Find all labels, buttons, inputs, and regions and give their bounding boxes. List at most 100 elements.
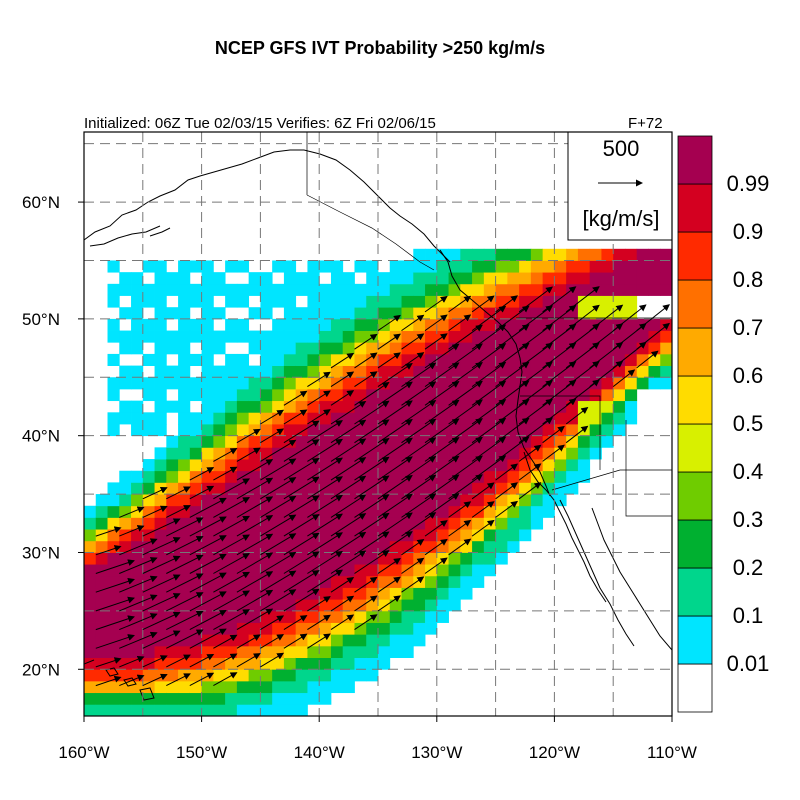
- ivt-vector-arrow: [189, 553, 227, 574]
- probability-cell: [189, 283, 202, 296]
- probability-cell: [566, 248, 579, 261]
- ivt-vector-arrow: [166, 505, 191, 518]
- probability-cell: [201, 669, 214, 682]
- ivt-vector-arrow: [518, 323, 554, 350]
- probability-cell: [272, 599, 285, 612]
- ivt-vector-arrow: [354, 456, 390, 481]
- probability-cell: [225, 377, 238, 390]
- probability-cell: [483, 260, 496, 273]
- probability-cell: [378, 307, 391, 320]
- probability-cell: [366, 330, 379, 343]
- ivt-vector-arrow: [542, 398, 577, 425]
- ivt-vector-arrow: [542, 342, 577, 369]
- probability-cell: [436, 529, 449, 542]
- ivt-vector-arrow: [213, 534, 250, 556]
- ivt-vector-arrow: [283, 633, 308, 649]
- probability-cell: [107, 482, 120, 495]
- alaska-panhandle-border: [306, 194, 435, 271]
- probability-cell: [283, 622, 297, 635]
- probability-cell: [95, 529, 108, 542]
- probability-cell: [107, 517, 120, 530]
- probability-cell: [260, 400, 273, 413]
- colorbar-label: 0.6: [733, 363, 764, 388]
- probability-cell: [378, 342, 391, 355]
- probability-cell: [236, 587, 250, 600]
- probability-cell: [342, 587, 355, 600]
- probability-cell: [225, 400, 238, 413]
- probability-cell: [542, 447, 555, 460]
- ivt-vector-arrow: [377, 475, 413, 500]
- probability-cell: [283, 680, 297, 694]
- probability-cell: [307, 517, 320, 530]
- probability-cell: [519, 505, 532, 518]
- probability-cell: [660, 365, 672, 378]
- probability-cell: [107, 634, 120, 647]
- probability-cell: [354, 634, 367, 647]
- probability-cell: [201, 470, 214, 483]
- ivt-vector-arrow: [542, 379, 577, 406]
- probability-cell: [178, 540, 191, 553]
- probability-cell: [283, 657, 297, 670]
- probability-cell: [378, 353, 391, 366]
- probability-cell: [295, 272, 308, 285]
- probability-cell: [178, 505, 191, 518]
- colorbar-label: 0.2: [733, 555, 764, 580]
- probability-cell: [413, 342, 426, 355]
- probability-cell: [413, 529, 426, 542]
- probability-cell: [436, 564, 449, 577]
- probability-cell: [319, 587, 332, 600]
- probability-cell: [154, 342, 167, 355]
- probability-cell: [624, 248, 638, 261]
- probability-cell: [142, 482, 155, 495]
- ivt-vector-arrow: [330, 457, 367, 481]
- ivt-vector-arrow: [401, 400, 437, 425]
- probability-cell: [201, 459, 214, 472]
- probability-cell: [131, 295, 144, 308]
- ivt-vector-arrow: [471, 501, 495, 518]
- probability-cell: [401, 575, 414, 588]
- probability-cell: [295, 540, 308, 553]
- probability-cell: [589, 307, 602, 320]
- ivt-vector-arrow: [283, 457, 320, 481]
- ivt-vector-arrow: [260, 458, 297, 481]
- probability-cell: [472, 388, 485, 402]
- ivt-vector-arrow: [495, 342, 530, 369]
- probability-cell: [472, 424, 485, 437]
- probability-cell: [366, 587, 379, 600]
- probability-cell: [507, 505, 520, 518]
- probability-cell: [624, 353, 638, 366]
- probability-cell: [295, 599, 308, 612]
- ivt-vector-arrow: [495, 305, 530, 332]
- probability-cell: [624, 400, 638, 413]
- probability-cell: [413, 447, 426, 460]
- probability-cell: [495, 248, 508, 261]
- ivt-vector-arrow: [354, 352, 378, 369]
- probability-cell: [495, 482, 508, 495]
- probability-cell: [154, 564, 167, 577]
- probability-cell: [413, 564, 426, 577]
- ivt-vector-arrow: [377, 512, 413, 537]
- probability-cell: [225, 330, 238, 343]
- probability-cell: [413, 587, 426, 600]
- probability-cell: [178, 435, 191, 448]
- probability-cell: [189, 704, 202, 716]
- probability-cell: [577, 248, 591, 261]
- probability-cell: [448, 330, 461, 343]
- probability-cell: [154, 330, 167, 343]
- probability-cell: [166, 377, 179, 390]
- probability-cell: [483, 552, 496, 565]
- probability-cell: [483, 564, 496, 577]
- probability-cell: [84, 634, 97, 647]
- probability-cell: [624, 307, 638, 320]
- probability-cell: [225, 295, 238, 308]
- probability-cell: [483, 529, 496, 542]
- probability-cell: [272, 669, 285, 682]
- ivt-vector-arrow: [401, 314, 425, 332]
- probability-cell: [354, 424, 367, 437]
- probability-cell: [154, 400, 167, 413]
- probability-cell: [413, 377, 426, 390]
- probability-cell: [330, 599, 344, 612]
- probability-cell: [295, 365, 308, 378]
- probability-cell: [483, 400, 496, 413]
- ivt-vector-arrow: [377, 314, 401, 332]
